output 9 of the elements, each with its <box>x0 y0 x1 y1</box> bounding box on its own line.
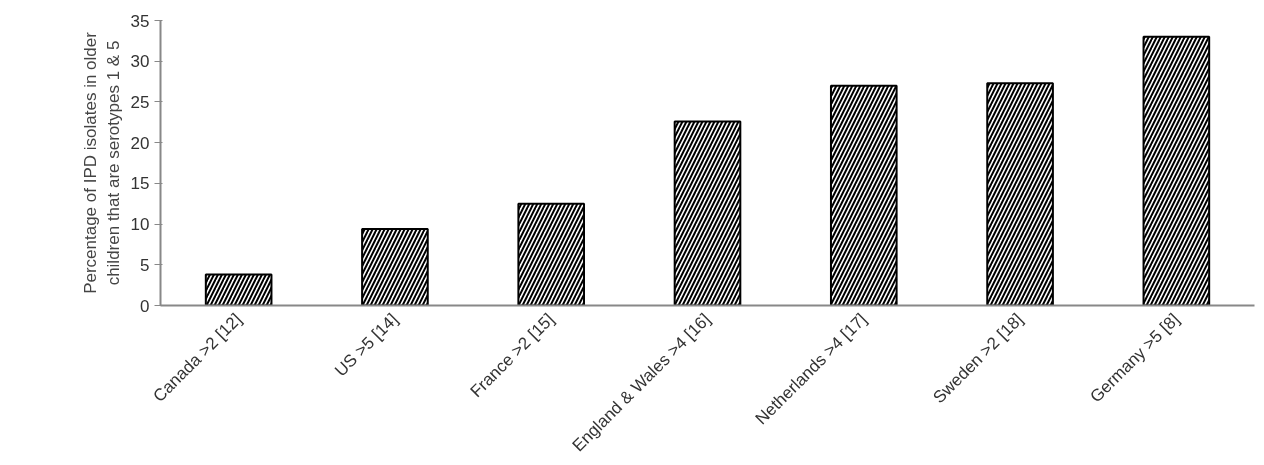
y-tick-label: 0 <box>140 296 150 316</box>
y-tick-label: 25 <box>130 92 150 112</box>
y-tick-label: 20 <box>130 133 150 153</box>
y-tick-label: 10 <box>130 215 150 235</box>
y-tick-label: 30 <box>130 52 150 72</box>
y-tick-label: 35 <box>130 11 150 31</box>
y-tick-label: 15 <box>130 174 150 194</box>
y-axis-title: Percentage of IPD isolates in older children that are serotypes 1 & 5 <box>80 31 123 294</box>
y-tick-label: 5 <box>140 255 150 275</box>
